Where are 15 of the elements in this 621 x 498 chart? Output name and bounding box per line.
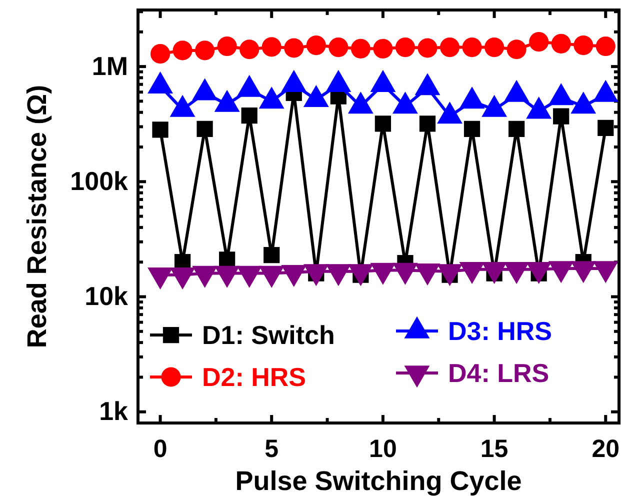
legend-label: D3: HRS <box>448 316 552 346</box>
x-tick-label: 10 <box>369 434 397 463</box>
legend-label: D2: HRS <box>202 362 306 392</box>
x-tick-label: 5 <box>264 434 279 463</box>
y-tick-label: 100k <box>70 166 129 196</box>
y-axis-title: Read Resistance (Ω) <box>22 84 52 348</box>
y-tick-label: 1k <box>99 396 129 426</box>
y-tick-label: 1M <box>92 50 128 81</box>
x-tick-label: 15 <box>480 434 508 463</box>
legend-label: D4: LRS <box>448 358 550 388</box>
y-tick-label: 10k <box>84 281 129 312</box>
x-tick-label: 20 <box>592 434 620 463</box>
legend-label: D1: Switch <box>202 320 335 350</box>
x-axis-title: Pulse Switching Cycle <box>235 466 522 496</box>
x-tick-label: 0 <box>153 434 168 463</box>
